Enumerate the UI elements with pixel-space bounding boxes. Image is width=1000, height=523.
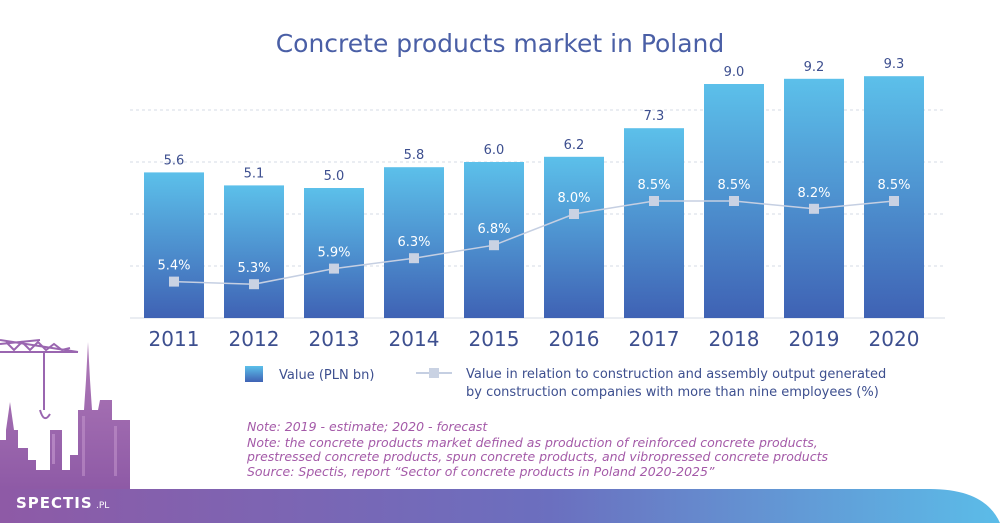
bar-2019 <box>784 78 844 318</box>
x-tick-2019: 2019 <box>789 327 840 351</box>
line-marker-2011 <box>169 276 179 287</box>
x-tick-2020: 2020 <box>869 327 920 351</box>
logo-text: SPECTIS <box>16 494 93 512</box>
x-tick-2013: 2013 <box>309 327 360 351</box>
percentage-line: 5.4% 5.3% 5.9% 6.3% 6.8% 8.0% 8.5% 8.5% 8.2% 8.5% <box>157 178 911 290</box>
chart-title: Concrete products market in Poland <box>276 29 725 58</box>
line-marker-2015 <box>489 240 499 251</box>
x-tick-2012: 2012 <box>229 327 280 351</box>
line-value-label-2011: 5.4% <box>157 259 190 274</box>
bar-value-label-2015: 6.0 <box>484 143 505 158</box>
line-value-label-2012: 5.3% <box>237 261 270 276</box>
x-tick-2014: 2014 <box>389 327 440 351</box>
footer-band <box>0 489 1000 523</box>
line-marker-2016 <box>569 209 579 219</box>
legend-bar-swatch <box>245 366 263 382</box>
line-value-label-2017: 8.5% <box>637 178 670 193</box>
line-value-label-2019: 8.2% <box>797 186 830 201</box>
x-tick-2015: 2015 <box>469 327 520 351</box>
bar-2016 <box>544 156 604 318</box>
logo-suffix: .PL <box>96 501 109 511</box>
bar-value-label-2012: 5.1 <box>244 166 265 181</box>
bar-value-label-2014: 5.8 <box>404 148 425 163</box>
legend-line-label-2: by construction companies with more than… <box>466 385 879 400</box>
line-marker-2013 <box>329 263 339 274</box>
legend: Value (PLN bn) Value in relation to cons… <box>245 366 886 400</box>
line-value-label-2013: 5.9% <box>317 246 350 261</box>
bar-value-label-2019: 9.2 <box>804 60 825 75</box>
line-marker-2014 <box>409 253 419 264</box>
line-marker-2017 <box>649 196 659 206</box>
x-tick-2011: 2011 <box>149 327 200 351</box>
bar-2014 <box>384 167 444 318</box>
bar-2013 <box>304 188 364 318</box>
line-marker-2019 <box>809 203 819 214</box>
bar-value-label-2016: 6.2 <box>564 138 585 153</box>
bar-value-label-2017: 7.3 <box>644 109 665 124</box>
line-value-label-2014: 6.3% <box>397 235 430 250</box>
note-estimate: Note: 2019 - estimate; 2020 - forecast <box>247 419 488 434</box>
x-axis-tick-labels: 2011 2012 2013 2014 2015 2016 2017 2018 2019 2020 <box>149 327 920 351</box>
line-value-label-2015: 6.8% <box>477 222 510 237</box>
x-tick-2018: 2018 <box>709 327 760 351</box>
bar-2011 <box>144 172 204 318</box>
spectis-logo: SPECTIS .PL <box>16 494 109 512</box>
bar-2017 <box>624 128 684 318</box>
notes: Note: 2019 - estimate; 2020 - forecast N… <box>246 419 828 479</box>
x-tick-2016: 2016 <box>549 327 600 351</box>
note-source: Source: Spectis, report “Sector of concr… <box>247 464 715 479</box>
bar-2012 <box>224 185 284 318</box>
note-definition-1: Note: the concrete products market defin… <box>247 435 818 450</box>
line-value-label-2020: 8.5% <box>877 178 910 193</box>
line-value-label-2018: 8.5% <box>717 178 750 193</box>
line-marker-2018 <box>729 196 739 206</box>
bars <box>144 76 924 318</box>
legend-line-label-1: Value in relation to construction and as… <box>466 367 886 382</box>
bar-value-label-2013: 5.0 <box>324 169 345 184</box>
skyline-illustration <box>0 339 130 489</box>
crane-icon <box>0 339 79 420</box>
bar-value-labels: 5.6 5.1 5.0 5.8 6.0 6.2 7.3 9.0 9.2 9.3 <box>164 57 905 184</box>
note-definition-2: prestressed concrete products, spun conc… <box>246 449 828 464</box>
legend-bar-label: Value (PLN bn) <box>279 368 374 383</box>
percentage-line-path <box>173 200 895 285</box>
legend-line-marker <box>429 368 439 378</box>
line-marker-2020 <box>889 196 899 206</box>
bar-value-label-2018: 9.0 <box>724 65 745 80</box>
x-tick-2017: 2017 <box>629 327 680 351</box>
bar-value-label-2020: 9.3 <box>884 57 905 72</box>
line-marker-2012 <box>249 279 259 290</box>
bar-value-label-2011: 5.6 <box>164 153 185 168</box>
bar-2015 <box>464 162 524 318</box>
line-value-label-2016: 8.0% <box>557 191 590 206</box>
